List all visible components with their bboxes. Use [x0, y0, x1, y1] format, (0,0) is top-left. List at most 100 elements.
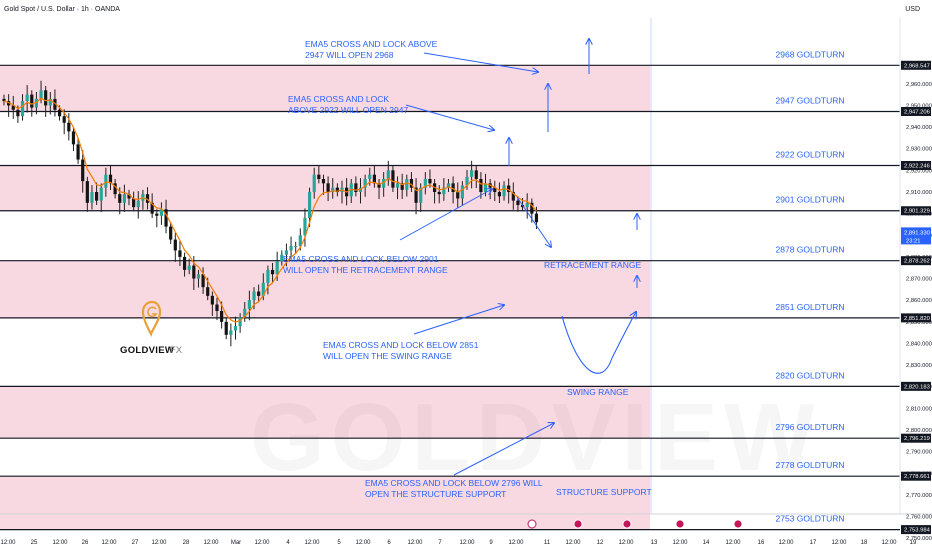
candle[interactable] [2, 94, 6, 106]
economic-event-icon[interactable] [573, 519, 583, 529]
candle[interactable] [502, 181, 506, 201]
level-price-tag[interactable] [901, 381, 931, 391]
candle[interactable] [372, 165, 376, 188]
candle[interactable] [39, 80, 43, 104]
candle[interactable] [507, 178, 511, 204]
candle[interactable] [122, 184, 126, 212]
level-price-tag[interactable] [901, 525, 931, 535]
candle[interactable] [201, 267, 205, 294]
candle[interactable] [229, 323, 233, 347]
candle[interactable] [67, 113, 71, 141]
candle[interactable] [34, 92, 39, 115]
level-price-tag[interactable] [901, 471, 931, 481]
candle[interactable] [479, 172, 483, 199]
candle[interactable] [456, 182, 460, 208]
candle[interactable] [419, 183, 423, 212]
candle[interactable] [99, 183, 103, 213]
candle[interactable] [446, 179, 451, 192]
candle[interactable] [108, 165, 113, 191]
candle[interactable] [303, 208, 307, 247]
candle[interactable] [326, 176, 330, 202]
candle[interactable] [257, 284, 261, 303]
candle[interactable] [294, 241, 298, 253]
candle[interactable] [280, 250, 284, 266]
candle[interactable] [90, 185, 94, 210]
economic-event-icon[interactable] [622, 519, 632, 529]
candle[interactable] [335, 183, 339, 197]
candle[interactable] [312, 167, 316, 199]
level-price-tag[interactable] [901, 160, 931, 170]
candle[interactable] [493, 180, 497, 202]
candle[interactable] [238, 313, 242, 333]
level-price-tag[interactable] [901, 106, 931, 116]
candle[interactable] [187, 258, 191, 275]
candle[interactable] [451, 176, 455, 204]
candle[interactable] [497, 182, 502, 204]
candle[interactable] [132, 191, 136, 212]
candle[interactable] [196, 269, 201, 288]
level-price-tag[interactable] [901, 206, 931, 216]
level-price-tag[interactable] [901, 433, 931, 443]
candle[interactable] [178, 240, 182, 266]
candle[interactable] [289, 236, 293, 260]
level-price-tag[interactable] [901, 60, 931, 70]
current-price-tag[interactable] [901, 227, 931, 245]
candle[interactable] [233, 316, 238, 340]
candle[interactable] [85, 176, 89, 212]
candle[interactable] [423, 172, 427, 195]
level-price-tag[interactable] [901, 313, 931, 323]
candle[interactable] [210, 291, 214, 316]
candle[interactable] [386, 160, 390, 186]
candle[interactable] [224, 317, 228, 340]
candle[interactable] [247, 290, 251, 321]
candle[interactable] [150, 193, 154, 218]
candle[interactable] [127, 189, 131, 206]
candle[interactable] [437, 185, 441, 204]
candle[interactable] [76, 137, 80, 164]
candle[interactable] [465, 169, 469, 190]
economic-event-icon[interactable] [675, 519, 685, 529]
candle[interactable] [382, 172, 386, 197]
candle[interactable] [136, 191, 140, 219]
candle[interactable] [7, 94, 11, 117]
candle[interactable] [44, 85, 48, 117]
economic-event-icon[interactable] [527, 519, 537, 529]
candle[interactable] [354, 176, 358, 197]
candle[interactable] [470, 160, 474, 189]
candle[interactable] [215, 297, 219, 321]
candle[interactable] [414, 178, 418, 215]
candle[interactable] [377, 179, 381, 200]
candle[interactable] [460, 181, 464, 206]
candle[interactable] [511, 182, 515, 210]
candle[interactable] [474, 166, 478, 189]
economic-event-icon[interactable] [733, 519, 743, 529]
candle[interactable] [81, 150, 85, 193]
candle[interactable] [145, 187, 150, 210]
candle[interactable] [71, 127, 76, 152]
candle[interactable] [525, 193, 529, 219]
candle[interactable] [400, 173, 404, 199]
candle[interactable] [182, 252, 187, 277]
level-price-tag[interactable] [901, 256, 931, 266]
candle[interactable] [113, 179, 117, 199]
candle[interactable] [243, 301, 247, 322]
candle[interactable] [391, 166, 395, 192]
candle[interactable] [321, 174, 326, 195]
candle[interactable] [169, 222, 173, 244]
candle[interactable] [266, 265, 270, 295]
candle[interactable] [95, 182, 99, 205]
candle[interactable] [331, 178, 335, 199]
candle[interactable] [25, 85, 29, 113]
candle[interactable] [405, 174, 409, 197]
candle[interactable] [317, 165, 321, 184]
candle[interactable] [395, 176, 400, 200]
candle[interactable] [159, 202, 164, 225]
candle[interactable] [164, 199, 168, 234]
candle[interactable] [173, 232, 177, 262]
candle[interactable] [155, 209, 159, 228]
candle[interactable] [192, 256, 196, 291]
candle[interactable] [11, 95, 15, 119]
candle[interactable] [409, 172, 414, 192]
candle[interactable] [48, 92, 52, 115]
